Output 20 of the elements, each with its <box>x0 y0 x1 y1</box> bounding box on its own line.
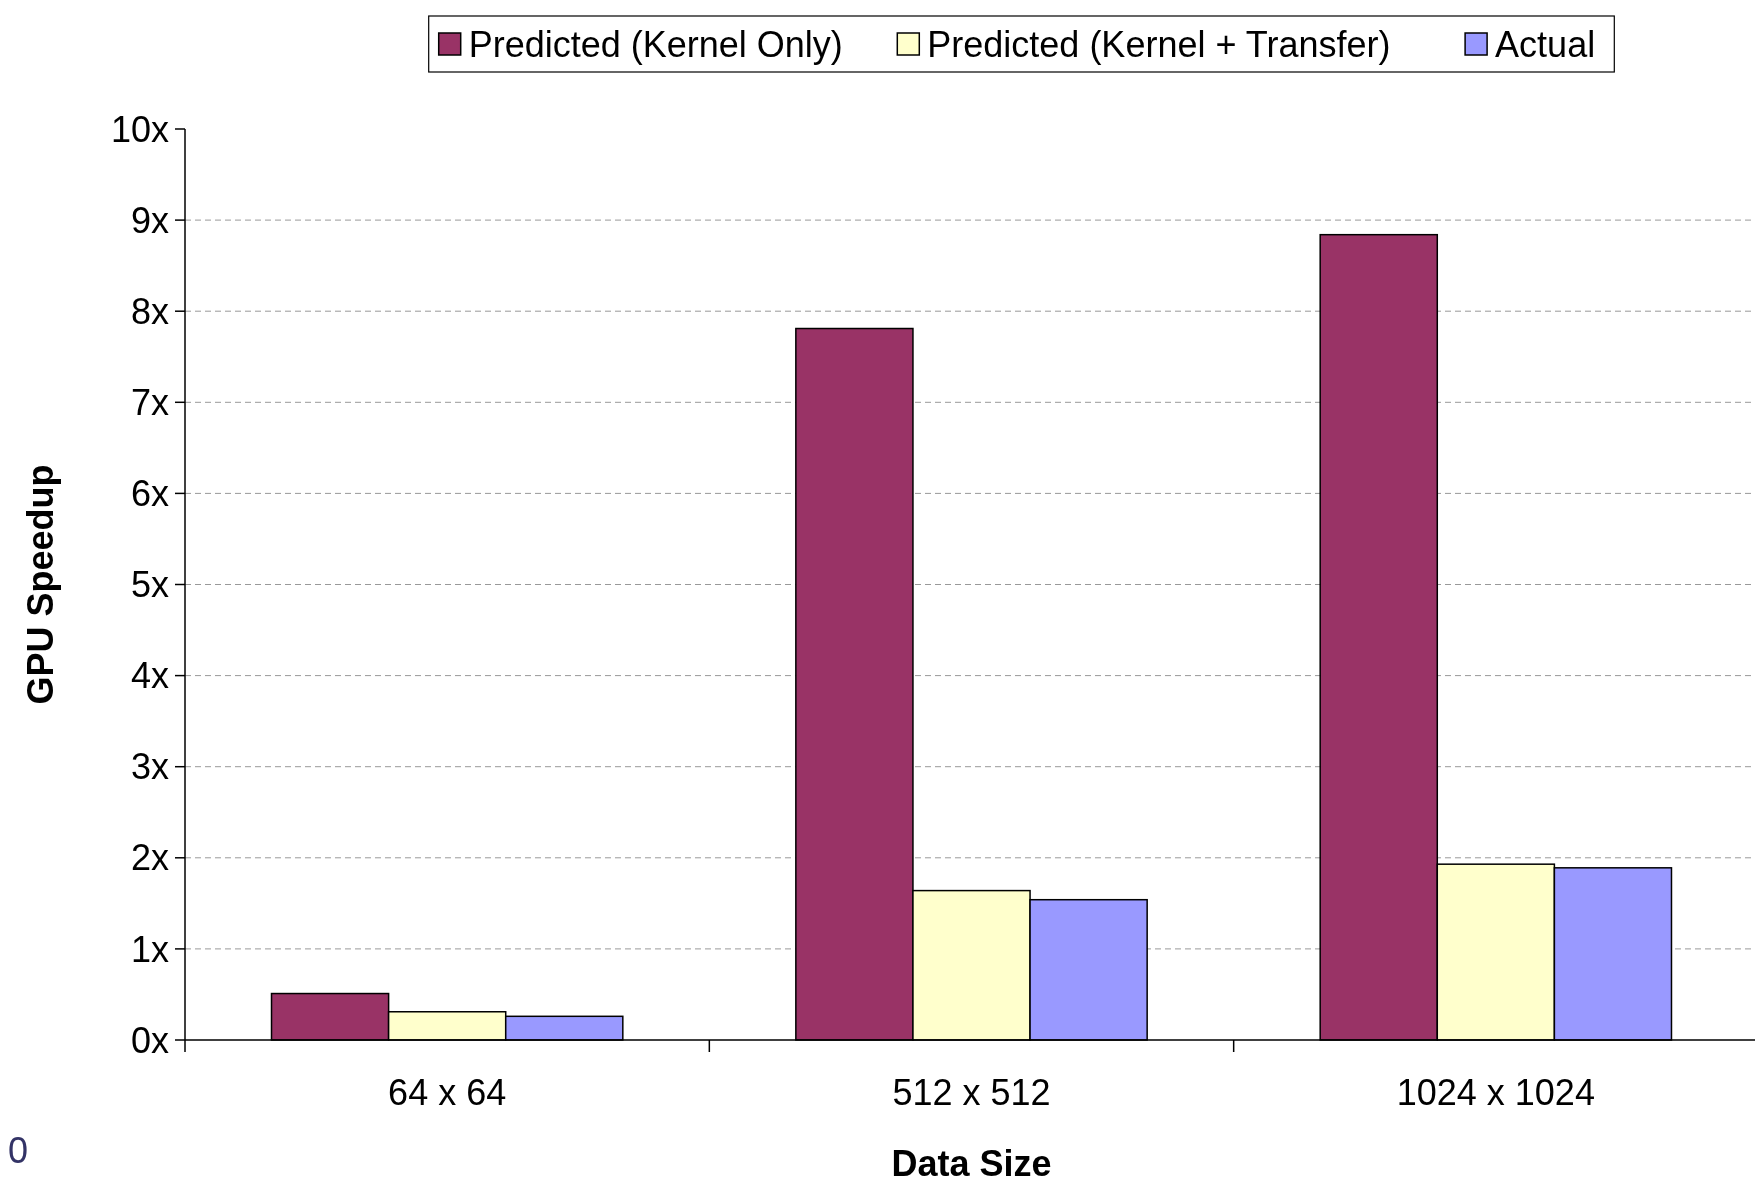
x-tick-label: 64 x 64 <box>388 1072 507 1113</box>
y-tick-label: 1x <box>130 928 169 970</box>
y-tick-label: 10x <box>110 108 169 150</box>
legend-label: Predicted (Kernel + Transfer) <box>927 23 1391 65</box>
y-tick-label: 6x <box>130 473 169 514</box>
legend-label: Actual <box>1495 23 1596 65</box>
y-tick-label: 5x <box>130 564 169 606</box>
y-tick-label: 4x <box>130 655 169 697</box>
y-tick-label: 7x <box>130 381 169 423</box>
y-tick-label: 9x <box>130 199 169 241</box>
y-tick-label: 8x <box>130 290 169 332</box>
y-axis-title: GPU Speedup <box>20 464 61 705</box>
x-tick-label: 1024 x 1024 <box>1396 1072 1595 1113</box>
legend-label: Predicted (Kernel Only) <box>468 23 843 65</box>
x-axis-title: Data Size <box>891 1143 1052 1184</box>
y-tick-label: 3x <box>130 746 169 788</box>
y-tick-label: 2x <box>130 837 169 879</box>
text: 0 <box>8 1130 29 1171</box>
y-tick-label: 0x <box>130 1019 169 1061</box>
x-tick-label: 512 x 512 <box>892 1072 1051 1113</box>
